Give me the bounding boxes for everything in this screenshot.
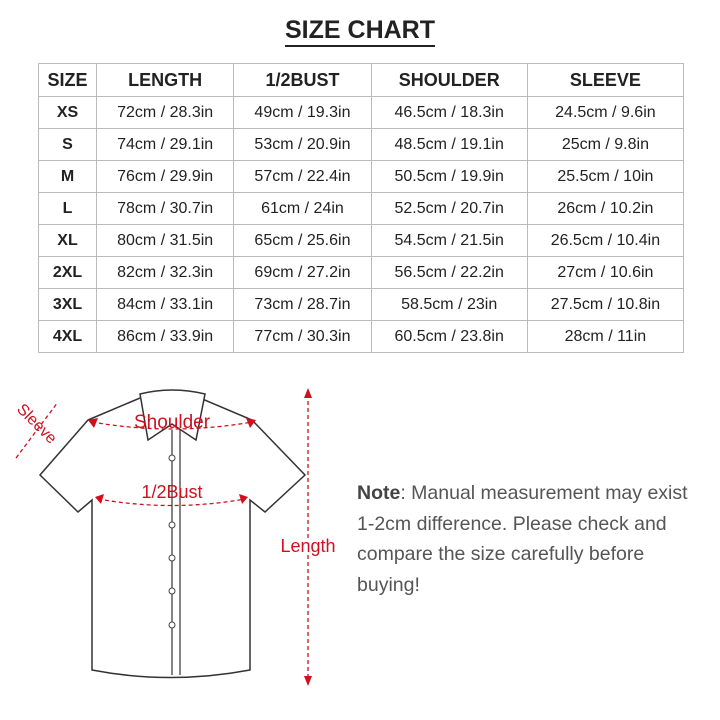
size-cell: M (37, 160, 98, 193)
bust-label: 1/2Bust (141, 482, 202, 502)
table-row: XL 80cm / 31.5in 65cm / 25.6in 54.5cm / 21.… (37, 224, 685, 257)
size-cell: 2XL (37, 256, 98, 289)
measurement-cell: 56.5cm / 22.2in (370, 256, 528, 289)
measurement-cell: 78cm / 30.7in (96, 192, 235, 225)
measurement-cell: 82cm / 32.3in (96, 256, 235, 289)
measurement-cell: 27cm / 10.6in (526, 256, 685, 289)
sleeve-label: Sleeve (13, 401, 60, 448)
measurement-cell: 80cm / 31.5in (96, 224, 235, 257)
column-header: SIZE (37, 63, 98, 97)
table-header: SIZE LENGTH 1/2BUST SHOULDER SLEEVE (37, 63, 685, 97)
shirt-diagram: Shoulder 1/2Bust Length Sleeve (13, 388, 339, 686)
table-row: XS 72cm / 28.3in 49cm / 19.3in 46.5cm / 18.… (37, 96, 685, 129)
measurement-cell: 73cm / 28.7in (233, 288, 372, 321)
measurement-cell: 50.5cm / 19.9in (370, 160, 528, 193)
measurement-cell: 86cm / 33.9in (96, 320, 235, 353)
table-row: 4XL 86cm / 33.9in 77cm / 30.3in 60.5cm / 23… (37, 320, 685, 353)
measurement-cell: 84cm / 33.1in (96, 288, 235, 321)
measurement-cell: 52.5cm / 20.7in (370, 192, 528, 225)
size-cell: L (37, 192, 98, 225)
size-cell: S (37, 128, 98, 161)
measurement-cell: 54.5cm / 21.5in (370, 224, 528, 257)
measurement-cell: 60.5cm / 23.8in (370, 320, 528, 353)
measurement-cell: 76cm / 29.9in (96, 160, 235, 193)
column-header: LENGTH (96, 63, 235, 97)
table-row: S 74cm / 29.1in 53cm / 20.9in 48.5cm / 19.1… (37, 128, 685, 161)
size-cell: 4XL (37, 320, 98, 353)
table-row: 2XL 82cm / 32.3in 69cm / 27.2in 56.5cm / 22… (37, 256, 685, 289)
measurement-cell: 65cm / 25.6in (233, 224, 372, 257)
measurement-cell: 46.5cm / 18.3in (370, 96, 528, 129)
size-table: SIZE LENGTH 1/2BUST SHOULDER SLEEVE XS 72cm /… (37, 63, 685, 353)
measurement-cell: 48.5cm / 19.1in (370, 128, 528, 161)
measurement-cell: 57cm / 22.4in (233, 160, 372, 193)
measurement-cell: 58.5cm / 23in (370, 288, 528, 321)
length-label: Length (280, 536, 335, 556)
measurement-cell: 24.5cm / 9.6in (526, 96, 685, 129)
column-header: 1/2BUST (233, 63, 372, 97)
measurement-cell: 25.5cm / 10in (526, 160, 685, 193)
page-title: SIZE CHART (0, 16, 720, 47)
measurement-cell: 49cm / 19.3in (233, 96, 372, 129)
measurement-cell: 77cm / 30.3in (233, 320, 372, 353)
table-row: L 78cm / 30.7in 61cm / 24in 52.5cm / 20.7in… (37, 192, 685, 225)
size-cell: 3XL (37, 288, 98, 321)
measurement-cell: 25cm / 9.8in (526, 128, 685, 161)
size-cell: XL (37, 224, 98, 257)
measurement-cell: 69cm / 27.2in (233, 256, 372, 289)
measurement-cell: 53cm / 20.9in (233, 128, 372, 161)
measurement-cell: 27.5cm / 10.8in (526, 288, 685, 321)
table-row: M 76cm / 29.9in 57cm / 22.4in 50.5cm / 19.9… (37, 160, 685, 193)
size-cell: XS (37, 96, 98, 129)
measurement-cell: 74cm / 29.1in (96, 128, 235, 161)
column-header: SLEEVE (526, 63, 685, 97)
shoulder-label: Shoulder (134, 412, 211, 433)
table-row: 3XL 84cm / 33.1in 73cm / 28.7in 58.5cm / 23… (37, 288, 685, 321)
measurement-cell: 26.5cm / 10.4in (526, 224, 685, 257)
measurement-cell: 26cm / 10.2in (526, 192, 685, 225)
shirt-collar (139, 389, 206, 442)
column-header: SHOULDER (370, 63, 528, 97)
measurement-cell: 61cm / 24in (233, 192, 372, 225)
measurement-cell: 72cm / 28.3in (96, 96, 235, 129)
note-text: Note: Manual measurement may exist 1-2cm… (357, 482, 688, 596)
measurement-cell: 28cm / 11in (526, 320, 685, 353)
